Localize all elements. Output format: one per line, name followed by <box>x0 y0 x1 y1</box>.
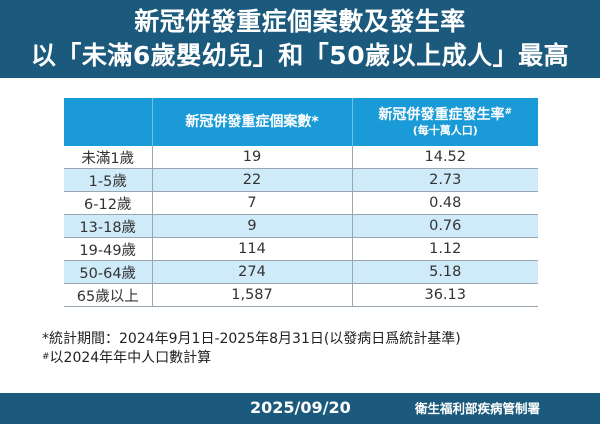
header-case-count: 新冠併發重症個案數* <box>151 98 352 146</box>
table-row: 19-49歲 114 1.12 <box>64 237 538 261</box>
title-line-1: 新冠併發重症個案數及發生率 <box>134 7 466 36</box>
table-row: 未滿1歲 19 14.52 <box>64 146 538 169</box>
rate-cell: 0.48 <box>351 191 538 215</box>
source-organization: 衛生福利部疾病管制署 <box>415 401 541 416</box>
age-cell: 1-5歲 <box>64 168 152 192</box>
table-row: 1-5歲 22 2.73 <box>64 168 538 192</box>
table-header-row: 新冠併發重症個案數* 新冠併發重症發生率# (每十萬人口) <box>64 98 538 146</box>
cases-cell: 7 <box>151 191 352 215</box>
cases-cell: 9 <box>151 214 352 238</box>
header-incidence-rate: 新冠併發重症發生率# (每十萬人口) <box>351 98 538 146</box>
asterisk-marker: * <box>311 113 319 130</box>
cases-cell: 274 <box>151 260 352 284</box>
table-row: 50-64歲 274 5.18 <box>64 260 538 284</box>
age-cell: 65歲以上 <box>64 283 152 307</box>
table-row: 13-18歲 9 0.76 <box>64 214 538 238</box>
rate-cell: 0.76 <box>351 214 538 238</box>
cases-cell: 114 <box>151 237 352 261</box>
cases-cell: 19 <box>151 146 352 169</box>
hash-marker: # <box>42 352 50 362</box>
footnote-population: #以2024年年中人口數計算 <box>42 350 212 366</box>
title-line-2: 以「未滿6歲嬰幼兒」和「50歲以上成人」最高 <box>30 41 570 70</box>
severe-case-table: 新冠併發重症個案數* 新冠併發重症發生率# (每十萬人口) 未滿1歲 19 14… <box>64 98 538 307</box>
cases-cell: 22 <box>151 168 352 192</box>
rate-cell: 5.18 <box>351 260 538 284</box>
rate-cell: 1.12 <box>351 237 538 261</box>
footnote-period: *統計期間：2024年9月1日-2025年8月31日(以發病日爲統計基準) <box>42 331 461 347</box>
age-cell: 未滿1歲 <box>64 146 152 169</box>
rate-cell: 14.52 <box>351 146 538 169</box>
publish-date: 2025/09/20 <box>250 398 351 417</box>
age-cell: 13-18歲 <box>64 214 152 238</box>
table-row: 65歲以上 1,587 36.13 <box>64 283 538 307</box>
rate-cell: 2.73 <box>351 168 538 192</box>
age-cell: 6-12歲 <box>64 191 152 215</box>
table-row: 6-12歲 7 0.48 <box>64 191 538 215</box>
footnotes: *統計期間：2024年9月1日-2025年8月31日(以發病日爲統計基準) #以… <box>42 330 461 368</box>
age-cell: 19-49歲 <box>64 237 152 261</box>
rate-cell: 36.13 <box>351 283 538 307</box>
header-age-group <box>64 98 152 146</box>
age-cell: 50-64歲 <box>64 260 152 284</box>
header-rate-unit: (每十萬人口) <box>412 124 478 137</box>
hash-marker: # <box>504 107 513 117</box>
cases-cell: 1,587 <box>151 283 352 307</box>
footer-banner: 2025/09/20 衛生福利部疾病管制署 <box>0 393 600 424</box>
title-banner: 新冠併發重症個案數及發生率 以「未滿6歲嬰幼兒」和「50歲以上成人」最高 <box>0 0 600 78</box>
